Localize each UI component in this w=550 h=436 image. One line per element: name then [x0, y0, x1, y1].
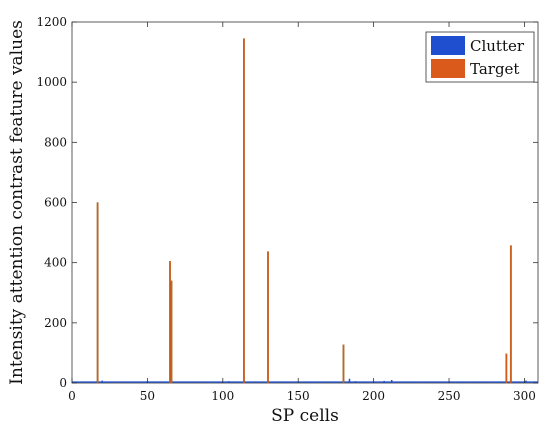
y-tick-label: 400	[44, 256, 67, 270]
clutter-bar	[237, 382, 239, 383]
target-series	[96, 38, 512, 384]
clutter-bar	[93, 382, 96, 383]
legend-label-clutter: Clutter	[470, 37, 525, 55]
x-tick-label: 50	[140, 389, 155, 403]
target-bar	[96, 202, 99, 384]
x-axis-title: SP cells	[271, 406, 339, 426]
legend-swatch-clutter	[431, 36, 465, 55]
x-tick-label: 300	[513, 389, 536, 403]
x-axis: 0 50 100 150 200 250 300	[68, 22, 536, 403]
target-bar	[267, 251, 269, 384]
y-tick-label: 0	[59, 376, 67, 390]
clutter-bar	[121, 382, 123, 383]
legend-swatch-target	[431, 59, 465, 78]
x-tick-label: 0	[68, 389, 76, 403]
target-bar	[169, 261, 171, 384]
legend-label-target: Target	[470, 60, 519, 78]
y-tick-label: 600	[44, 196, 67, 210]
y-tick-label: 1000	[36, 75, 67, 89]
x-tick-label: 150	[287, 389, 310, 403]
target-bar	[170, 280, 173, 384]
target-bar	[243, 38, 245, 384]
y-tick-label: 1200	[36, 15, 67, 29]
clutter-bar	[424, 382, 426, 383]
target-bar	[505, 353, 508, 384]
y-axis-title: Intensity attention contrast feature val…	[7, 20, 27, 385]
clutter-bar	[484, 382, 486, 383]
target-bar	[342, 344, 345, 384]
y-tick-label: 800	[44, 135, 67, 149]
clutter-bar	[196, 382, 198, 383]
y-axis: 0 200 400 600 800 1000 1200	[36, 15, 538, 390]
x-tick-label: 200	[362, 389, 385, 403]
clutter-bar	[348, 378, 351, 383]
x-tick-label: 250	[438, 389, 461, 403]
x-tick-label: 100	[211, 389, 234, 403]
clutter-bar	[321, 382, 324, 383]
y-tick-label: 200	[44, 316, 67, 330]
legend: Clutter Target	[425, 31, 535, 83]
target-bar	[509, 245, 512, 384]
clutter-series	[72, 378, 538, 383]
